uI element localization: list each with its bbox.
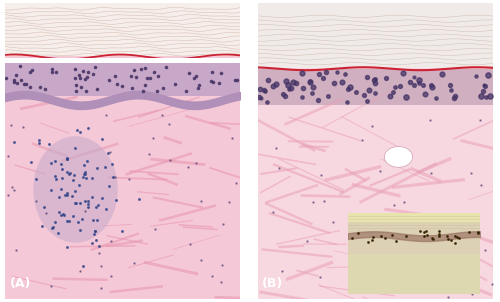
Bar bbox=[5, 3, 240, 56]
Bar bbox=[348, 254, 480, 294]
Bar bbox=[258, 3, 492, 68]
Bar bbox=[5, 63, 240, 96]
Circle shape bbox=[33, 136, 118, 243]
Bar bbox=[348, 223, 480, 254]
Bar bbox=[5, 58, 240, 63]
Text: (A): (A) bbox=[10, 277, 31, 290]
Ellipse shape bbox=[384, 146, 412, 167]
Text: (B): (B) bbox=[262, 277, 283, 290]
Bar bbox=[258, 69, 492, 105]
